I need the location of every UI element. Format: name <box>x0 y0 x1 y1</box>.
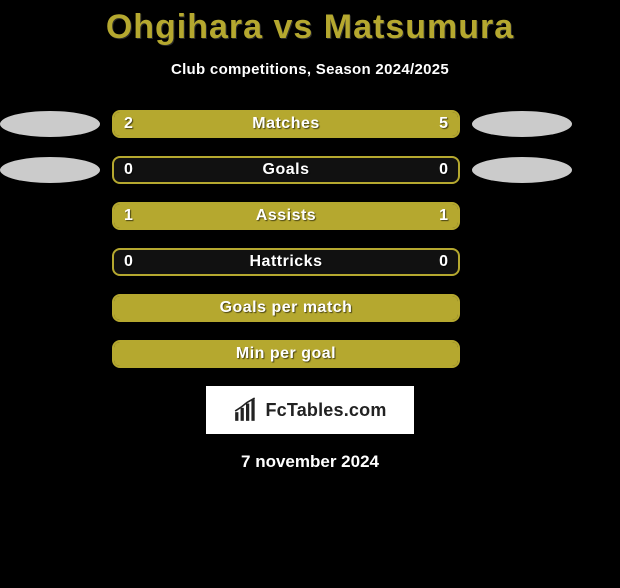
date-line: 7 november 2024 <box>0 452 620 472</box>
stat-row: 2 5 Matches <box>0 110 620 138</box>
stat-value-left: 0 <box>124 253 133 271</box>
stat-value-left: 1 <box>124 207 133 225</box>
stat-value-right: 0 <box>439 253 448 271</box>
stat-label: Matches <box>252 115 320 133</box>
stat-label: Goals per match <box>220 299 353 317</box>
player2-marker <box>472 157 572 183</box>
stat-label: Hattricks <box>250 253 323 271</box>
comparison-chart: 2 5 Matches 0 0 Goals 1 1 Assists 0 0 Hattricks Goal… <box>0 110 620 368</box>
player2-marker <box>472 111 572 137</box>
stat-bar: Min per goal <box>112 340 460 368</box>
subtitle: Club competitions, Season 2024/2025 <box>0 61 620 78</box>
logo-box: FcTables.com <box>206 386 414 434</box>
player1-marker <box>0 111 100 137</box>
title-player1: Ohgihara <box>106 8 263 46</box>
stat-value-left: 0 <box>124 161 133 179</box>
stat-bar: 0 0 Hattricks <box>112 248 460 276</box>
stat-value-right: 5 <box>439 115 448 133</box>
page-title: Ohgihara vs Matsumura <box>0 8 620 47</box>
stat-label: Min per goal <box>236 345 336 363</box>
stat-value-left: 2 <box>124 115 133 133</box>
stat-row: 0 0 Goals <box>0 156 620 184</box>
stat-bar: 1 1 Assists <box>112 202 460 230</box>
stat-row: Min per goal <box>0 340 620 368</box>
stat-label: Assists <box>256 207 316 225</box>
player1-marker <box>0 157 100 183</box>
chart-icon <box>233 397 259 423</box>
stat-bar: 0 0 Goals <box>112 156 460 184</box>
title-vs: vs <box>274 8 314 46</box>
bar-fill-right <box>210 112 458 136</box>
stat-label: Goals <box>263 161 310 179</box>
stat-bar: Goals per match <box>112 294 460 322</box>
stat-row: 1 1 Assists <box>0 202 620 230</box>
stat-value-right: 1 <box>439 207 448 225</box>
stat-row: 0 0 Hattricks <box>0 248 620 276</box>
stat-value-right: 0 <box>439 161 448 179</box>
stat-row: Goals per match <box>0 294 620 322</box>
stat-bar: 2 5 Matches <box>112 110 460 138</box>
title-player2: Matsumura <box>324 8 514 46</box>
logo-text: FcTables.com <box>265 400 386 421</box>
